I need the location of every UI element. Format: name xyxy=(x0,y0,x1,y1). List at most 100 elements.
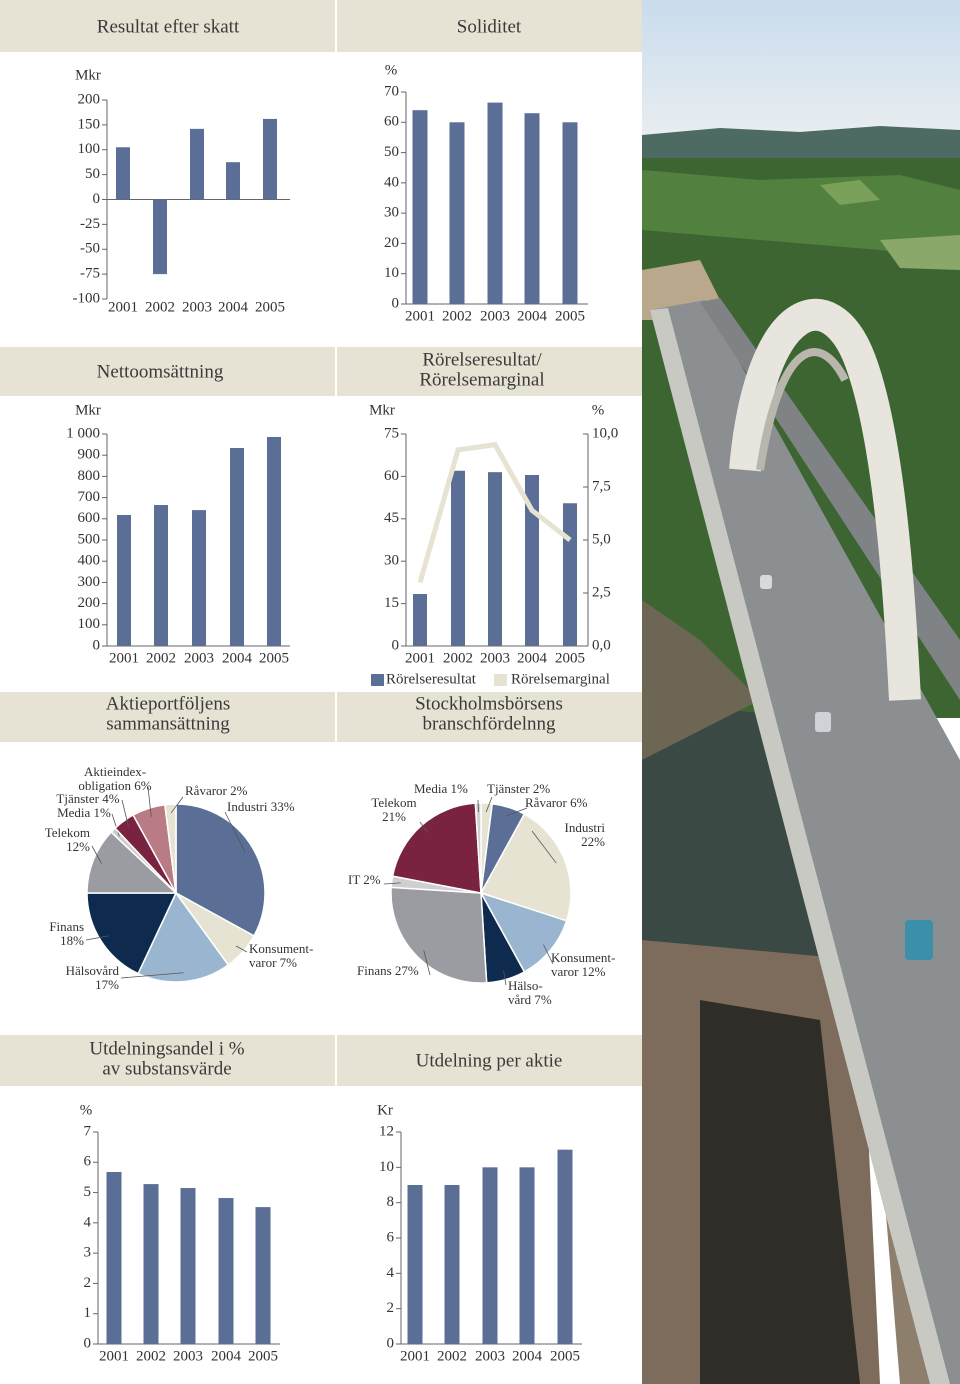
y-tick-label: 0 xyxy=(392,637,400,653)
chart-title: branschfördelnng xyxy=(423,713,556,734)
y-tick-label: 10 xyxy=(379,1159,394,1175)
x-tick-label: 2001 xyxy=(109,650,139,666)
y-tick-label: 5 xyxy=(84,1184,92,1200)
slice-label: Råvaror 6% xyxy=(525,795,588,810)
x-tick-label: 2004 xyxy=(517,308,548,324)
bar xyxy=(192,510,206,646)
slice-label: Hälso- xyxy=(508,978,543,993)
leader-line xyxy=(419,821,428,833)
slice-label: Telekom xyxy=(45,825,90,840)
x-tick-label: 2003 xyxy=(475,1348,505,1364)
bar xyxy=(525,474,539,646)
pie-slice xyxy=(175,803,266,937)
y-tick-label: 60 xyxy=(384,468,399,484)
slice-label: Telekom xyxy=(371,795,416,810)
y-axis-label: Kr xyxy=(377,1102,393,1118)
slice-label: IT 2% xyxy=(348,872,381,887)
y-tick-label: 800 xyxy=(78,468,101,484)
y-tick-label: 500 xyxy=(78,531,101,547)
slice-label: Industri 33% xyxy=(227,799,295,814)
x-tick-label: 2002 xyxy=(443,650,473,666)
bar xyxy=(524,113,540,304)
slice-label: Konsument- xyxy=(551,950,615,965)
slice-label: Industri xyxy=(565,820,606,835)
x-tick-label: 2002 xyxy=(136,1348,166,1364)
y-tick-label: 900 xyxy=(78,447,101,463)
y-tick-label: 700 xyxy=(78,489,101,505)
pie-slice xyxy=(164,803,177,894)
x-tick-label: 2005 xyxy=(255,299,285,315)
bar xyxy=(190,128,204,200)
bar xyxy=(444,1185,460,1344)
y-tick-label: 45 xyxy=(384,510,399,526)
y2-tick-label: 5,0 xyxy=(592,531,611,547)
line xyxy=(417,441,572,584)
bar xyxy=(407,1185,423,1344)
bar xyxy=(562,122,578,305)
x-tick-label: 2001 xyxy=(400,1348,430,1364)
bar xyxy=(451,470,465,646)
y-axis-label: Mkr xyxy=(75,67,101,83)
slice-label: Aktieindex- xyxy=(84,764,146,779)
slice-label: Finans 27% xyxy=(357,963,419,978)
bar xyxy=(143,1184,159,1344)
y-tick-label: 100 xyxy=(78,141,101,157)
slice-label: Finans xyxy=(49,919,84,934)
bar xyxy=(153,199,167,275)
panel-header xyxy=(0,1035,335,1086)
y-tick-label: 400 xyxy=(78,553,101,569)
slice-label: vård 7% xyxy=(508,992,552,1007)
chart-title: Utdelning per aktie xyxy=(416,1050,563,1071)
panel-header xyxy=(0,692,335,742)
y-tick-label: 60 xyxy=(384,114,399,130)
y2-tick-label: 0,0 xyxy=(592,637,611,653)
y-tick-label: -25 xyxy=(80,216,100,232)
pie-slice xyxy=(479,891,568,973)
leader-line xyxy=(505,807,528,817)
bar xyxy=(154,505,168,646)
slice-label: Konsument- xyxy=(249,941,313,956)
y-tick-label: 1 xyxy=(84,1305,92,1321)
y-tick-label: 50 xyxy=(384,144,399,160)
legend-swatch xyxy=(371,674,384,686)
y-tick-label: 75 xyxy=(384,425,399,441)
chart-title: Utdelningsandel i % xyxy=(89,1038,244,1059)
x-tick-label: 2005 xyxy=(248,1348,278,1364)
panel-header xyxy=(0,0,335,52)
chart-title: Nettoomsättning xyxy=(97,361,224,382)
x-tick-label: 2002 xyxy=(146,650,176,666)
y-tick-label: -50 xyxy=(80,241,100,257)
bar xyxy=(487,102,503,304)
leader-line xyxy=(423,950,431,976)
slice-label: Media 1% xyxy=(57,805,111,820)
slice-label: Råvaror 2% xyxy=(185,783,248,798)
bar xyxy=(106,1171,122,1344)
y-tick-label: 0 xyxy=(93,191,101,207)
y-tick-label: 70 xyxy=(384,83,399,99)
bar xyxy=(180,1188,196,1344)
y2-tick-label: 10,0 xyxy=(592,425,618,441)
y-tick-label: 7 xyxy=(84,1123,92,1139)
leader-line xyxy=(170,796,184,814)
bar xyxy=(255,1207,271,1344)
bar xyxy=(413,593,427,646)
bar xyxy=(412,110,428,305)
x-tick-label: 2004 xyxy=(222,650,253,666)
x-tick-label: 2002 xyxy=(145,299,175,315)
y-tick-label: 300 xyxy=(78,574,101,590)
y-tick-label: 30 xyxy=(384,553,399,569)
y-tick-label: 10 xyxy=(384,265,399,281)
x-tick-label: 2002 xyxy=(442,308,472,324)
slice-label: varor 12% xyxy=(551,964,606,979)
legend-swatch xyxy=(494,674,507,686)
slice-label: 17% xyxy=(95,977,119,992)
x-tick-label: 2003 xyxy=(480,308,510,324)
slice-label: Tjänster 4% xyxy=(56,791,119,806)
y-tick-label: -75 xyxy=(80,266,100,282)
y-tick-label: 1 000 xyxy=(66,425,100,441)
y-tick-label: 2 xyxy=(84,1275,92,1291)
pie-slice xyxy=(86,831,178,894)
panel-header xyxy=(0,347,335,396)
bar xyxy=(488,472,502,646)
